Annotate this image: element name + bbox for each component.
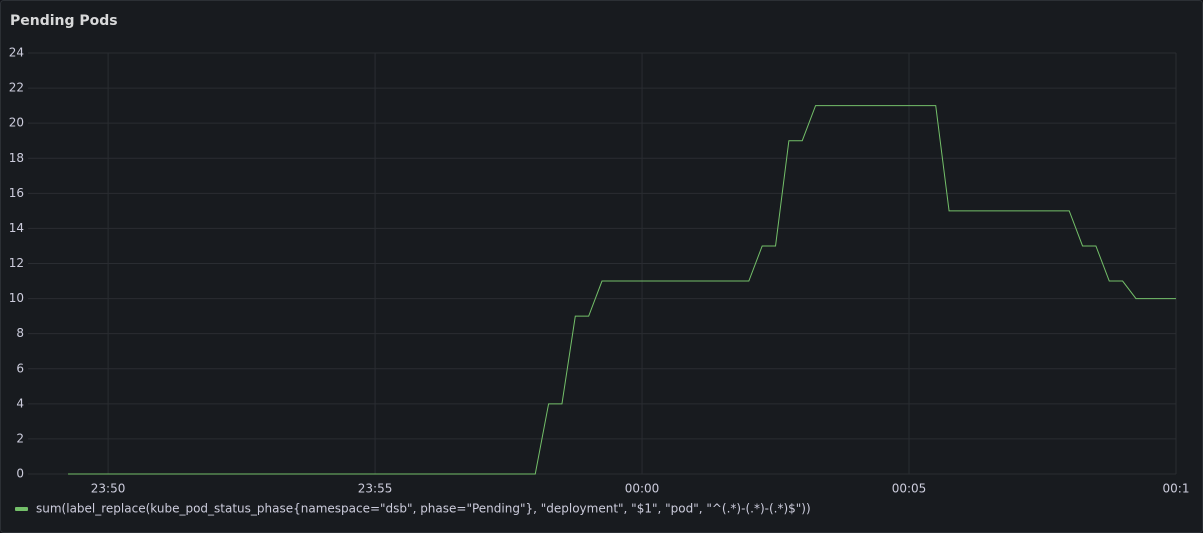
y-tick-label: 2	[16, 431, 24, 445]
y-tick-label: 16	[9, 186, 24, 200]
y-tick-label: 12	[9, 256, 24, 270]
y-tick-label: 14	[9, 221, 24, 235]
x-tick-label: 00:1	[1163, 482, 1190, 496]
x-tick-label: 23:50	[91, 482, 126, 496]
y-tick-label: 22	[9, 81, 24, 95]
y-tick-label: 6	[16, 361, 24, 375]
y-tick-label: 24	[9, 46, 24, 60]
y-tick-label: 18	[9, 151, 24, 165]
chart-title: Pending Pods	[10, 13, 118, 29]
legend-swatch	[15, 507, 28, 511]
x-tick-label: 00:05	[892, 482, 927, 496]
x-tick-label: 23:55	[358, 482, 393, 496]
series-line	[68, 105, 1176, 475]
legend-label: sum(label_replace(kube_pod_status_phase{…	[36, 502, 811, 516]
y-tick-label: 8	[16, 326, 24, 340]
y-tick-label: 4	[16, 396, 24, 410]
y-tick-label: 10	[9, 291, 24, 305]
x-tick-label: 00:00	[625, 482, 660, 496]
y-tick-label: 0	[16, 467, 24, 481]
y-tick-label: 20	[9, 116, 24, 130]
